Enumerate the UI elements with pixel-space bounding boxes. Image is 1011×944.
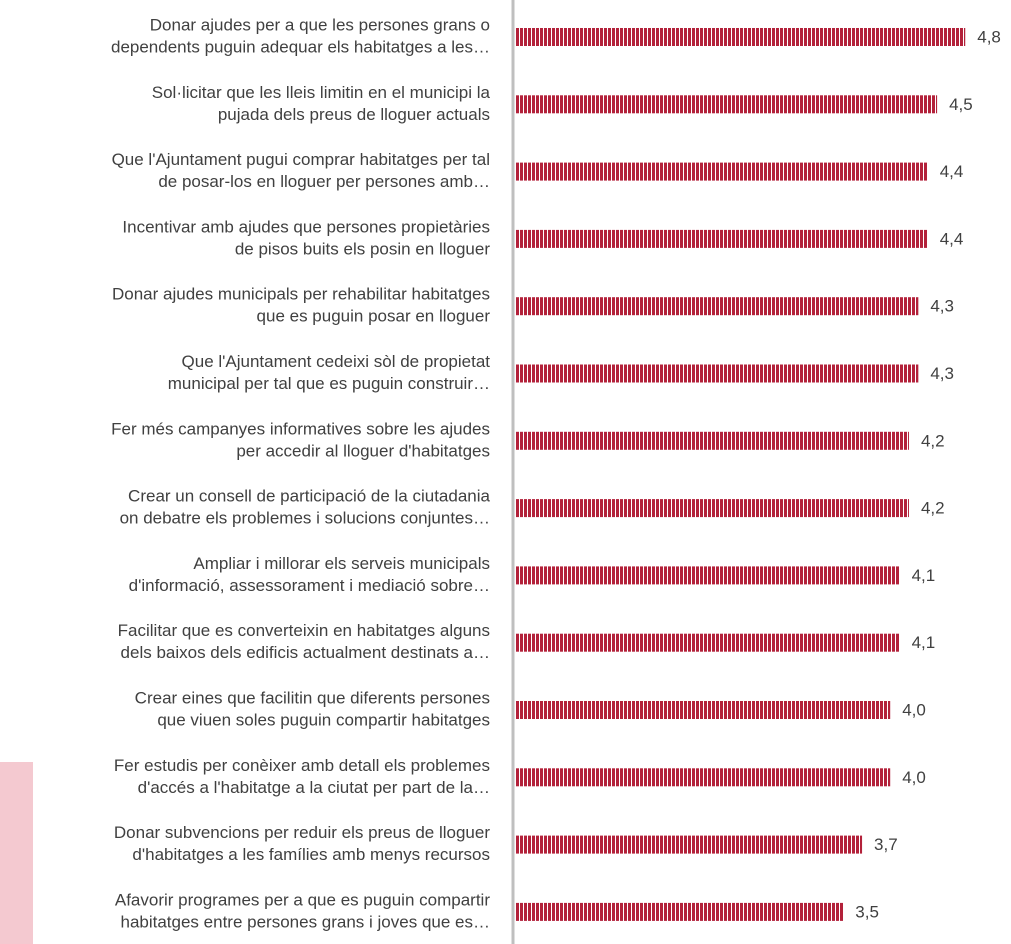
value-label: 4,2 [921, 431, 945, 450]
bar [515, 364, 919, 383]
value-label: 3,7 [874, 835, 898, 854]
value-label: 4,4 [940, 229, 964, 248]
category-label: Que l'Ajuntament cedeixi sòl de propieta… [182, 352, 491, 371]
value-label: 4,3 [930, 364, 954, 383]
category-label: de pisos buits els posin en lloguer [235, 239, 490, 258]
decoration [0, 762, 33, 944]
bar [515, 633, 900, 652]
category-label: Incentivar amb ajudes que persones propi… [122, 217, 490, 236]
bar [515, 297, 919, 316]
category-label: Afavorir programes per a que es puguin c… [115, 890, 490, 909]
category-label: d'informació, assessorament i mediació s… [129, 576, 490, 595]
bar [515, 701, 891, 719]
category-label: Sol·licitar que les lleis limitin en el … [152, 83, 491, 102]
bar [515, 95, 938, 114]
bar [515, 431, 909, 450]
bar [515, 499, 909, 518]
value-label: 4,3 [930, 297, 954, 316]
bar [515, 28, 966, 46]
value-label: 4,0 [902, 700, 926, 719]
bar [515, 566, 900, 585]
bar [515, 229, 928, 248]
bar [515, 902, 844, 921]
value-label: 4,1 [912, 633, 936, 652]
category-label: Donar ajudes municipals per rehabilitar … [112, 285, 490, 304]
value-label: 4,4 [940, 162, 964, 181]
bar [515, 835, 863, 854]
category-label: per accedir al lloguer d'habitatges [236, 441, 490, 460]
category-label: Donar ajudes per a que les persones gran… [150, 15, 490, 34]
category-label: dels baixos dels edificis actualment des… [121, 643, 490, 662]
value-label: 4,1 [912, 566, 936, 585]
category-label: d'habitatges a les famílies amb menys re… [132, 845, 490, 864]
value-label: 4,8 [977, 27, 1001, 46]
category-label: Ampliar i millorar els serveis municipal… [193, 554, 490, 573]
category-label: municipal per tal que es puguin construi… [168, 374, 490, 393]
category-label: d'accés a l'habitatge a la ciutat per pa… [138, 778, 490, 797]
category-label: Que l'Ajuntament pugui comprar habitatge… [112, 150, 490, 169]
category-label: dependents puguin adequar els habitatges… [111, 37, 490, 56]
category-label: pujada dels preus de lloguer actuals [218, 105, 490, 124]
category-label: Crear eines que facilitin que diferents … [135, 688, 490, 707]
category-label: Crear un consell de participació de la c… [128, 487, 490, 506]
category-label: Fer més campanyes informatives sobre les… [111, 419, 490, 438]
category-label: que es puguin posar en lloguer [257, 307, 491, 326]
category-label: Facilitar que es converteixin en habitat… [118, 621, 490, 640]
bar [515, 162, 928, 181]
category-label: que viuen soles puguin compartir habitat… [157, 710, 490, 729]
category-label: de posar-los en lloguer per persones amb… [158, 172, 490, 191]
category-label: Fer estudis per conèixer amb detall els … [114, 756, 490, 775]
bar [515, 768, 891, 787]
value-label: 3,5 [855, 902, 879, 921]
value-label: 4,0 [902, 768, 926, 787]
category-label: Donar subvencions per reduir els preus d… [114, 823, 490, 842]
value-label: 4,5 [949, 95, 973, 114]
category-label: habitatges entre persones grans i joves … [120, 912, 490, 931]
value-label: 4,2 [921, 499, 945, 518]
category-label: on debatre els problemes i solucions con… [120, 509, 490, 528]
